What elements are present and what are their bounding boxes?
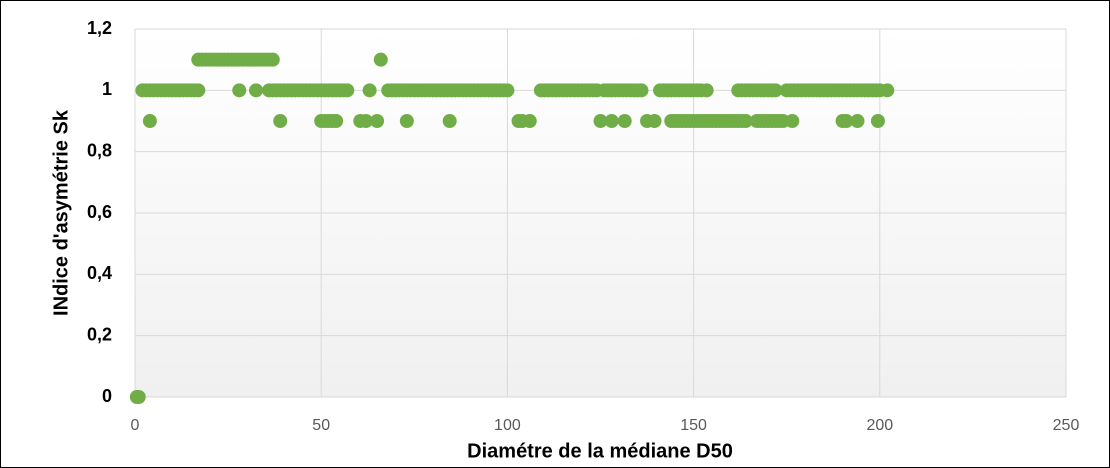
point <box>634 83 649 98</box>
point <box>850 114 865 128</box>
point <box>593 114 608 128</box>
point <box>522 114 537 128</box>
point <box>249 83 264 98</box>
y-tick-label: 0 <box>102 386 112 406</box>
point <box>500 83 515 98</box>
point <box>399 114 414 128</box>
y-tick-label: 0,6 <box>87 202 112 222</box>
point <box>370 114 385 128</box>
x-tick-label: 150 <box>680 417 707 434</box>
y-tick-label: 1 <box>102 79 112 99</box>
point <box>442 114 457 128</box>
point <box>647 114 662 128</box>
y-axis-title: INdice d'asymétrie Sk <box>50 109 72 316</box>
point <box>870 114 885 128</box>
point <box>362 83 377 98</box>
point <box>604 114 619 128</box>
point <box>738 114 753 128</box>
x-tick-label: 100 <box>494 417 521 434</box>
y-tick-label: 1,2 <box>87 18 112 38</box>
x-tick-label: 200 <box>866 417 893 434</box>
point <box>329 114 344 128</box>
x-axis-title: Diamétre de la médiane D50 <box>467 440 733 462</box>
point <box>340 83 355 98</box>
y-tick-label: 0,8 <box>87 140 112 160</box>
point <box>373 52 388 67</box>
point <box>768 83 783 98</box>
point <box>232 83 247 98</box>
point <box>785 114 800 128</box>
x-tick-label: 0 <box>131 417 140 434</box>
point <box>880 83 895 98</box>
point <box>191 83 206 98</box>
point <box>131 390 146 404</box>
point <box>265 52 280 67</box>
point <box>273 114 288 128</box>
point <box>358 114 373 128</box>
x-tick-label: 250 <box>1053 417 1080 434</box>
point <box>699 83 714 98</box>
point <box>617 114 632 128</box>
y-tick-label: 0,4 <box>87 263 112 283</box>
point <box>142 114 157 128</box>
y-tick-label: 0,2 <box>87 324 112 344</box>
point <box>839 114 854 128</box>
x-tick-label: 50 <box>312 417 330 434</box>
